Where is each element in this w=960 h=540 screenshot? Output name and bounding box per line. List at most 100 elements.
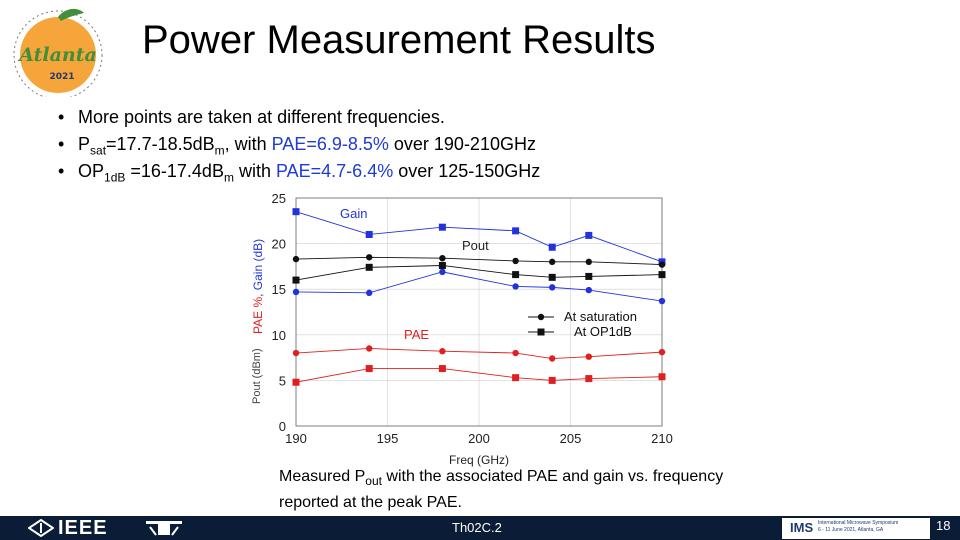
series-3-point: [585, 272, 593, 280]
series-5-point: [512, 374, 520, 382]
bullet-3-with: with: [233, 161, 276, 181]
bullet-2: Psat=17.7-18.5dBm, with PAE=6.9-8.5% ove…: [58, 131, 540, 158]
series-3-point: [658, 271, 666, 279]
x-tick-label: 210: [651, 431, 673, 446]
series-2-point: [366, 254, 373, 261]
legend-op1db-marker: [537, 328, 545, 336]
series-4-point: [549, 355, 556, 362]
annotation-pout: Pout: [462, 238, 489, 253]
ieee-diamond-icon: [28, 519, 54, 537]
caption-pre: Measured P: [279, 468, 366, 485]
bullet-1: More points are taken at different frequ…: [58, 104, 540, 131]
y-tick-label: 15: [272, 282, 286, 297]
series-0-point: [365, 230, 373, 238]
mtt-logo-icon: [146, 521, 182, 536]
logo-word: Atlanta: [17, 44, 97, 66]
x-tick-label: 190: [285, 431, 307, 446]
x-axis-label: Freq (GHz): [449, 453, 509, 467]
y-tick-label: 10: [272, 328, 286, 343]
ieee-wordmark: IEEE: [58, 517, 108, 539]
series-0-point: [585, 231, 593, 239]
series-2-point: [292, 255, 300, 263]
x-tick-label: 205: [560, 431, 582, 446]
figure-caption: Measured Pout with the associated PAE an…: [279, 466, 759, 514]
series-5-point: [548, 376, 556, 384]
annotation-gain: Gain: [340, 206, 367, 221]
bullet-2-psat: P: [78, 134, 91, 154]
legend-sat-marker: [537, 313, 545, 321]
y-tick-label: 20: [272, 237, 286, 252]
bullet-2-sub: sat: [90, 143, 107, 158]
series-1-point: [549, 284, 556, 291]
series-4-point: [366, 345, 373, 352]
plot-frame: [295, 197, 663, 427]
series-1-point: [585, 286, 592, 294]
series-1-point: [512, 283, 519, 290]
ims-badge: IMS International Microwave Symposium 6 -…: [782, 518, 930, 539]
bullet-3-unit-sub: m: [223, 170, 234, 185]
series-1-point: [658, 297, 666, 305]
bullet-3-op: OP: [78, 161, 105, 181]
series-1-point: [292, 288, 300, 296]
caption-sub: out: [365, 474, 382, 489]
series-5-point: [365, 365, 373, 373]
series-0-point: [548, 243, 556, 251]
series-4-point: [512, 349, 519, 357]
y-axis-label-pout: Pout (dBm): [251, 348, 263, 404]
series-5-point: [585, 375, 593, 383]
chart-ticks: 190 195 200 205 210 0 5 10 15 20 25: [272, 191, 673, 446]
series-1-point: [439, 268, 446, 276]
bullet-2-range: over 190-210GHz: [388, 134, 536, 154]
series-4-point: [658, 348, 666, 356]
y-tick-label: 25: [272, 191, 286, 206]
ims-line-1: International Microwave Symposium: [818, 520, 899, 526]
ims-line-2: 6 - 11 June 2021, Atlanta, GA: [818, 527, 884, 533]
legend-op1db-label: At OP1dB: [574, 324, 632, 339]
series-4-point: [292, 349, 300, 357]
series-0-point: [292, 208, 300, 216]
series-1-point: [366, 289, 373, 297]
y-axis-label-gain: , Gain (dB): [251, 239, 265, 297]
x-tick-label: 200: [468, 431, 490, 446]
legend-sat-label: At saturation: [564, 309, 637, 324]
series-4-point: [439, 348, 446, 355]
bullet-3-range: over 125-150GHz: [393, 161, 541, 181]
bullet-3-pae: PAE=4.7-6.4%: [275, 161, 394, 181]
slide-title: Power Measurement Results: [142, 18, 656, 62]
y-tick-label: 5: [279, 373, 286, 388]
legend: At saturation At OP1dB: [528, 309, 637, 339]
caption-post: with the associated PAE and gain vs. fre…: [279, 468, 724, 512]
series-3-point: [438, 261, 446, 269]
annotation-pae: PAE: [404, 327, 429, 342]
series-5-point: [658, 373, 666, 381]
y-tick-label: 0: [279, 419, 286, 434]
series-0-point: [438, 223, 446, 231]
y-axis-label: PAE %, Gain (dB): [251, 239, 265, 334]
bullet-list: More points are taken at different frequ…: [58, 104, 540, 185]
footer-bar: IEEE Th02C.2 IMS International Microwave…: [0, 516, 960, 540]
ims-wordmark: IMS: [790, 520, 814, 535]
series-5-point: [292, 378, 300, 386]
y-axis-label-pae: PAE %: [251, 297, 265, 334]
power-chart: 190 195 200 205 210 0 5 10 15 20 25 Gain Pout PAE …: [251, 191, 673, 467]
series-2-point: [549, 258, 556, 266]
series-3-point: [292, 276, 300, 284]
bullet-2-value: =17.7-18.5dB: [106, 134, 215, 154]
leaf-icon: [58, 8, 84, 21]
series-3-point: [365, 263, 373, 271]
logo-ring: [13, 10, 103, 97]
y-axis-label-text: PAE %, Gain (dB): [251, 239, 265, 334]
bullet-2-pae: PAE=6.9-8.5%: [271, 134, 389, 154]
ims-details: International Microwave Symposium 6 - 11 …: [818, 520, 898, 534]
series-3-point: [512, 271, 520, 279]
series-2-point: [439, 254, 446, 262]
bullet-3-sub: 1dB: [104, 170, 126, 185]
bullet-3: OP1dB =16-17.4dBm with PAE=4.7-6.4% over…: [58, 158, 540, 185]
series-5-point: [438, 365, 446, 373]
atlanta-2021-logo: Atlanta 2021: [13, 8, 103, 97]
page-number: 18: [936, 518, 951, 533]
bullet-2-with: , with: [224, 134, 272, 154]
chart-series: [292, 208, 666, 386]
x-tick-label: 195: [377, 431, 399, 446]
series-2-point: [585, 258, 592, 266]
